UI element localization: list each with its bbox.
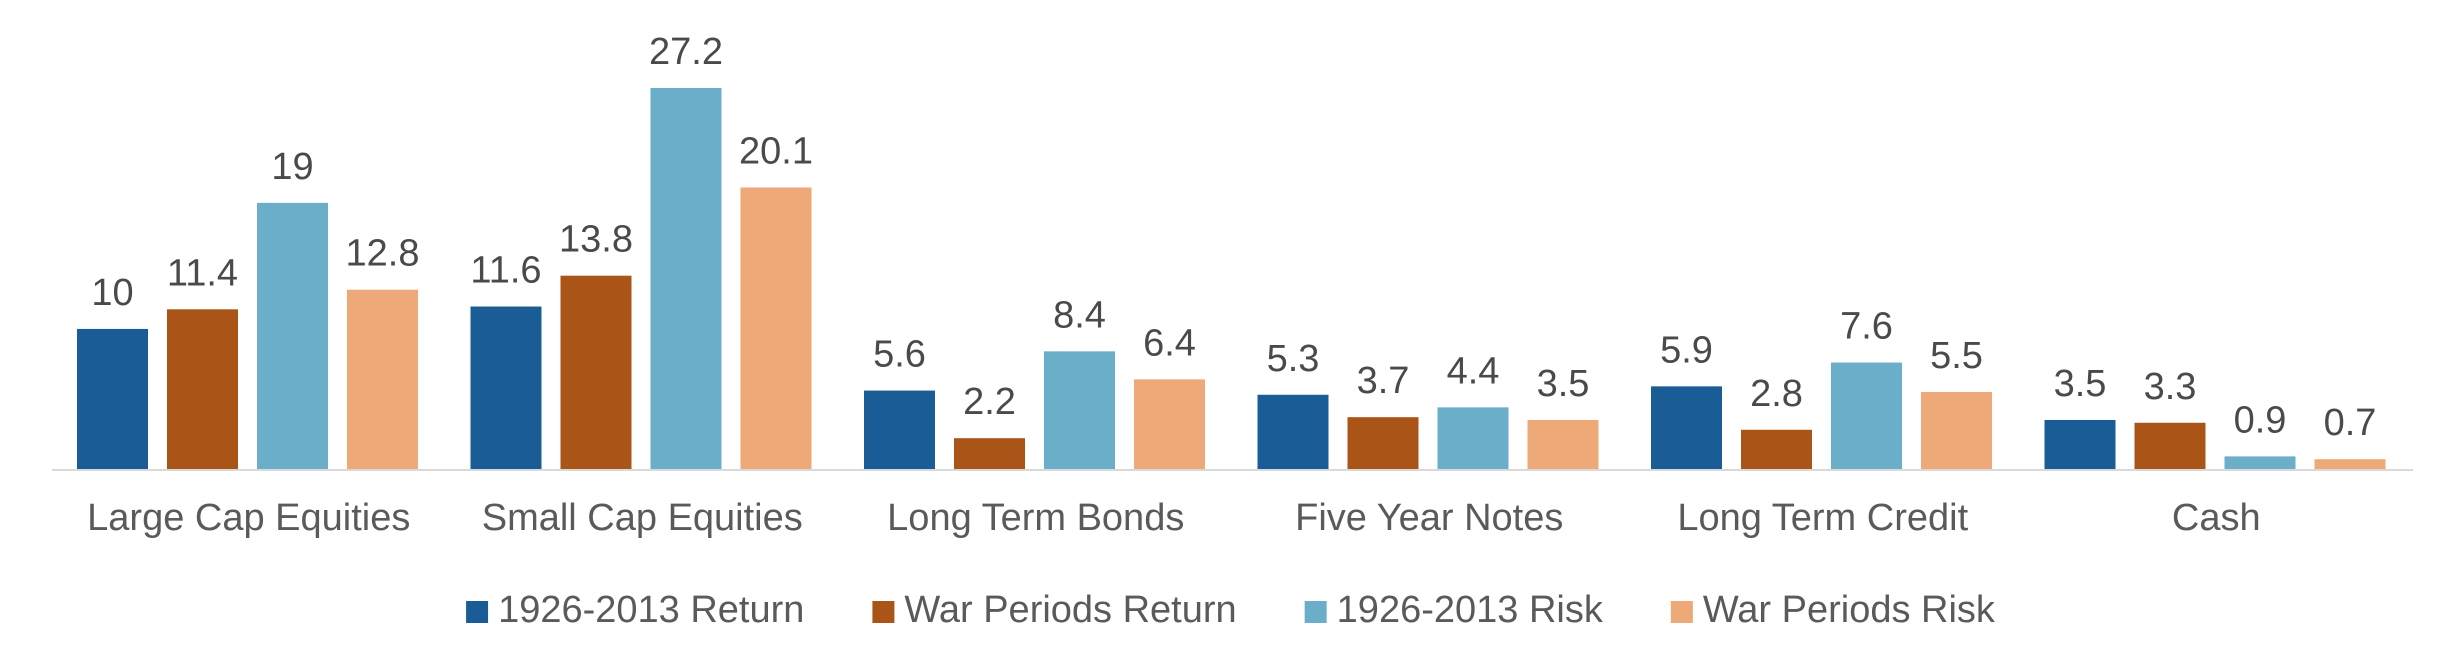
legend-swatch-war-periods-risk bbox=[1670, 601, 1693, 623]
bar-large-cap-equities-1926-2013-return bbox=[77, 328, 148, 469]
legend-item-war-periods-risk: War Periods Risk bbox=[1670, 589, 1996, 631]
data-label-large-cap-equities-war-periods-risk: 12.8 bbox=[346, 233, 420, 275]
bar-cash-1926-2013-risk bbox=[2224, 456, 2296, 469]
legend-item-1926-2013-risk: 1926-2013 Risk bbox=[1304, 589, 1604, 631]
legend-item-1926-2013-return: 1926-2013 Return bbox=[466, 589, 804, 631]
data-label-cash-1926-2013-risk: 0.9 bbox=[2234, 399, 2287, 441]
legend-swatch-war-periods-return bbox=[872, 601, 895, 623]
legend-swatch-1926-2013-return bbox=[466, 601, 489, 623]
bar-long-term-bonds-1926-2013-return bbox=[864, 390, 935, 469]
bar-small-cap-equities-1926-2013-return bbox=[470, 306, 542, 469]
category-label-small-cap-equities: Small Cap Equities bbox=[482, 497, 803, 539]
legend-label-1926-2013-risk: 1926-2013 Risk bbox=[1337, 589, 1604, 631]
category-labels-layer: Large Cap Equities Small Cap Equities Long… bbox=[87, 497, 2260, 539]
bar-five-year-notes-1926-2013-return bbox=[1257, 394, 1329, 469]
category-label-long-term-bonds: Long Term Bonds bbox=[887, 497, 1184, 539]
category-label-cash: Cash bbox=[2172, 497, 2261, 539]
bar-long-term-credit-war-periods-return bbox=[1741, 429, 1812, 469]
bar-five-year-notes-1926-2013-risk bbox=[1437, 407, 1509, 469]
bar-small-cap-equities-1926-2013-risk bbox=[650, 88, 722, 469]
data-label-large-cap-equities-war-periods-return: 11.4 bbox=[167, 252, 238, 294]
data-label-small-cap-equities-1926-2013-risk: 27.2 bbox=[649, 31, 723, 73]
data-label-long-term-bonds-1926-2013-return: 5.6 bbox=[873, 334, 926, 376]
data-label-long-term-credit-war-periods-risk: 5.5 bbox=[1930, 335, 1983, 377]
bar-long-term-credit-war-periods-risk bbox=[1921, 391, 1992, 469]
data-label-five-year-notes-1926-2013-risk: 4.4 bbox=[1447, 350, 1500, 392]
data-label-five-year-notes-1926-2013-return: 5.3 bbox=[1267, 338, 1320, 380]
data-label-long-term-bonds-war-periods-return: 2.2 bbox=[963, 381, 1016, 423]
data-label-small-cap-equities-1926-2013-return: 11.6 bbox=[470, 250, 541, 292]
data-label-long-term-credit-1926-2013-return: 5.9 bbox=[1660, 329, 1713, 371]
bar-large-cap-equities-1926-2013-risk bbox=[257, 202, 328, 469]
bar-large-cap-equities-war-periods-risk bbox=[347, 289, 418, 469]
data-label-long-term-bonds-1926-2013-risk: 8.4 bbox=[1053, 294, 1106, 336]
data-label-small-cap-equities-war-periods-return: 13.8 bbox=[559, 219, 633, 261]
data-label-five-year-notes-war-periods-return: 3.7 bbox=[1357, 360, 1410, 402]
category-label-long-term-credit: Long Term Credit bbox=[1677, 497, 1968, 539]
data-label-large-cap-equities-1926-2013-return: 10 bbox=[91, 272, 133, 314]
category-label-five-year-notes: Five Year Notes bbox=[1295, 497, 1563, 539]
legend-item-war-periods-return: War Periods Return bbox=[872, 589, 1237, 631]
bar-large-cap-equities-war-periods-return bbox=[167, 309, 238, 469]
bars-layer bbox=[77, 88, 2386, 469]
bar-long-term-bonds-war-periods-risk bbox=[1134, 379, 1205, 469]
legend-label-war-periods-risk: War Periods Risk bbox=[1703, 589, 1996, 631]
data-label-large-cap-equities-1926-2013-risk: 19 bbox=[271, 146, 313, 188]
legend-swatch-1926-2013-risk bbox=[1304, 601, 1327, 623]
bar-long-term-credit-1926-2013-risk bbox=[1831, 362, 1902, 469]
legend-label-1926-2013-return: 1926-2013 Return bbox=[498, 589, 804, 631]
bar-small-cap-equities-war-periods-risk bbox=[740, 187, 812, 469]
data-label-cash-1926-2013-return: 3.5 bbox=[2054, 363, 2107, 405]
legend-label-war-periods-return: War Periods Return bbox=[904, 589, 1236, 631]
bar-long-term-credit-1926-2013-return bbox=[1651, 386, 1722, 469]
data-label-cash-war-periods-risk: 0.7 bbox=[2324, 402, 2377, 444]
data-label-five-year-notes-war-periods-risk: 3.5 bbox=[1537, 363, 1590, 405]
bar-small-cap-equities-war-periods-return bbox=[560, 275, 632, 469]
bar-cash-1926-2013-return bbox=[2044, 419, 2116, 469]
legend: 1926-2013 Return War Periods Return 1926-2… bbox=[466, 589, 1996, 631]
category-label-large-cap-equities: Large Cap Equities bbox=[87, 497, 410, 539]
bar-cash-war-periods-return bbox=[2134, 422, 2206, 469]
bar-five-year-notes-war-periods-return bbox=[1347, 417, 1419, 469]
bar-long-term-bonds-war-periods-return bbox=[954, 438, 1025, 469]
bar-long-term-bonds-1926-2013-risk bbox=[1044, 351, 1115, 469]
bar-cash-war-periods-risk bbox=[2314, 459, 2386, 469]
bar-five-year-notes-war-periods-risk bbox=[1527, 419, 1599, 469]
data-label-long-term-credit-war-periods-return: 2.8 bbox=[1750, 373, 1803, 415]
data-label-cash-war-periods-return: 3.3 bbox=[2144, 366, 2197, 408]
data-label-small-cap-equities-war-periods-risk: 20.1 bbox=[739, 130, 813, 172]
data-labels-layer: 10 11.4 19 12.8 11.6 13.8 27.2 20.1 5.6 2.2 8.4 6.4… bbox=[91, 31, 2376, 444]
data-label-long-term-credit-1926-2013-risk: 7.6 bbox=[1840, 306, 1893, 348]
data-label-long-term-bonds-war-periods-risk: 6.4 bbox=[1143, 322, 1196, 364]
